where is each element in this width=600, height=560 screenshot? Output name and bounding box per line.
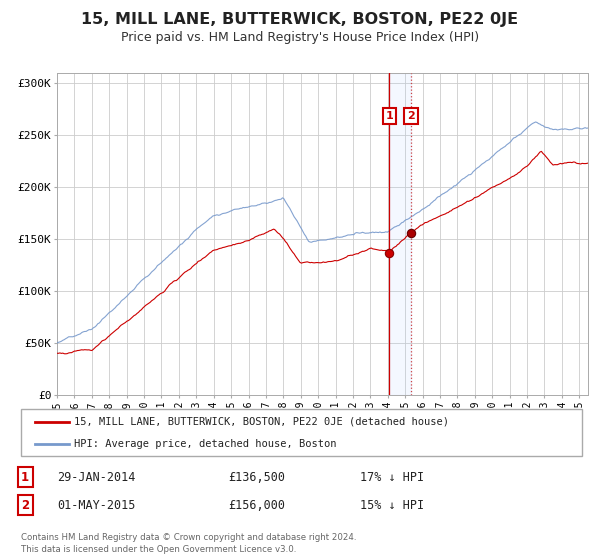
Text: 15% ↓ HPI: 15% ↓ HPI	[360, 498, 424, 512]
Text: 1: 1	[385, 111, 393, 122]
Text: 1: 1	[21, 470, 29, 484]
Text: Price paid vs. HM Land Registry's House Price Index (HPI): Price paid vs. HM Land Registry's House …	[121, 31, 479, 44]
Text: HPI: Average price, detached house, Boston: HPI: Average price, detached house, Bost…	[74, 438, 337, 449]
Text: Contains HM Land Registry data © Crown copyright and database right 2024.
This d: Contains HM Land Registry data © Crown c…	[21, 533, 356, 554]
Text: 01-MAY-2015: 01-MAY-2015	[57, 498, 136, 512]
Text: 15, MILL LANE, BUTTERWICK, BOSTON, PE22 0JE: 15, MILL LANE, BUTTERWICK, BOSTON, PE22 …	[82, 12, 518, 27]
Text: 2: 2	[407, 111, 415, 122]
Text: £156,000: £156,000	[228, 498, 285, 512]
FancyBboxPatch shape	[21, 409, 582, 456]
Bar	[389, 73, 411, 395]
Text: 15, MILL LANE, BUTTERWICK, BOSTON, PE22 0JE (detached house): 15, MILL LANE, BUTTERWICK, BOSTON, PE22 …	[74, 417, 449, 427]
Text: 29-JAN-2014: 29-JAN-2014	[57, 470, 136, 484]
Text: 2: 2	[21, 498, 29, 512]
Text: £136,500: £136,500	[228, 470, 285, 484]
Text: 17% ↓ HPI: 17% ↓ HPI	[360, 470, 424, 484]
